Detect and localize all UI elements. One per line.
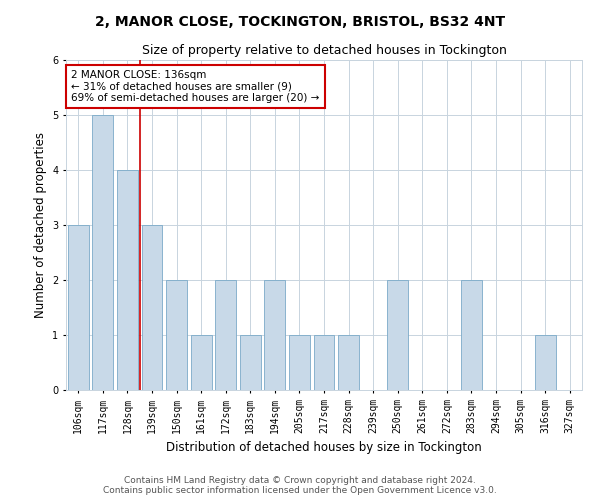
Text: Contains HM Land Registry data © Crown copyright and database right 2024.
Contai: Contains HM Land Registry data © Crown c… [103,476,497,495]
Bar [387,280,408,390]
Bar [117,170,138,390]
Bar [215,280,236,390]
Bar [265,280,286,390]
Bar [535,335,556,390]
Bar [289,335,310,390]
Bar [461,280,482,390]
Bar [166,280,187,390]
Bar [92,115,113,390]
Text: 2, MANOR CLOSE, TOCKINGTON, BRISTOL, BS32 4NT: 2, MANOR CLOSE, TOCKINGTON, BRISTOL, BS3… [95,15,505,29]
Bar [68,225,89,390]
Bar [240,335,261,390]
Bar [191,335,212,390]
Title: Size of property relative to detached houses in Tockington: Size of property relative to detached ho… [142,44,506,58]
Bar [314,335,334,390]
X-axis label: Distribution of detached houses by size in Tockington: Distribution of detached houses by size … [166,441,482,454]
Text: 2 MANOR CLOSE: 136sqm
← 31% of detached houses are smaller (9)
69% of semi-detac: 2 MANOR CLOSE: 136sqm ← 31% of detached … [71,70,320,103]
Bar [142,225,163,390]
Bar [338,335,359,390]
Y-axis label: Number of detached properties: Number of detached properties [34,132,47,318]
